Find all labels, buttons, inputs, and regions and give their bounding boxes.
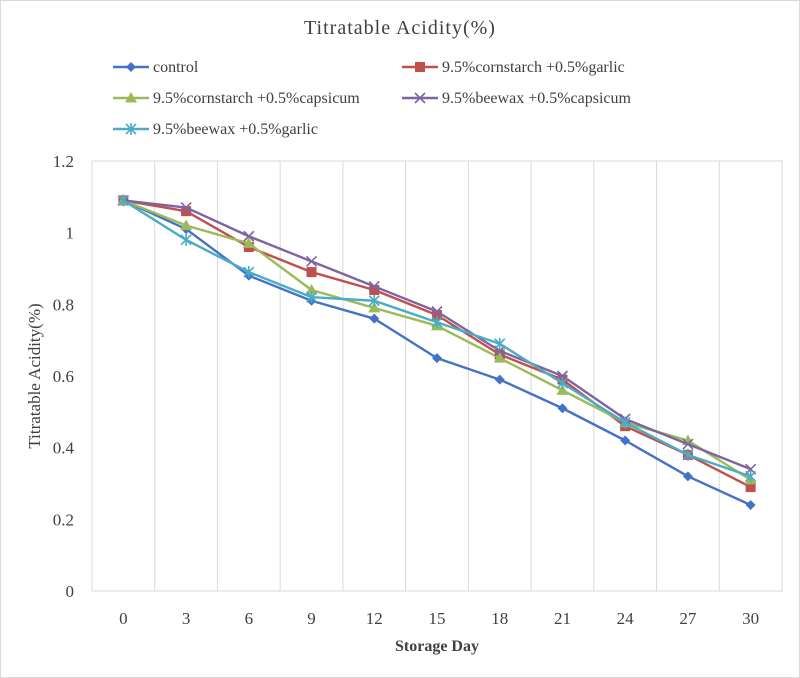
legend-label: control: [153, 59, 199, 76]
data-point: [620, 435, 631, 446]
data-point: [117, 194, 129, 207]
legend-item: 9.5%cornstarch +0.5%capsicum: [113, 90, 360, 107]
data-point: [369, 285, 380, 295]
legend-marker: [125, 123, 137, 135]
data-point: [243, 230, 255, 242]
x-tick-label: 18: [491, 609, 508, 628]
series-2: [118, 195, 756, 493]
plot-border: [91, 160, 783, 592]
data-point: [619, 416, 631, 429]
data-point: [432, 353, 442, 364]
legend-marker: [414, 92, 426, 104]
y-tick-label: 0.8: [53, 295, 74, 314]
data-point: [682, 471, 693, 482]
data-point: [305, 284, 318, 295]
data-point: [745, 482, 756, 493]
legend-label: 9.5%beewax +0.5%garlic: [153, 121, 318, 138]
data-point: [242, 237, 255, 248]
x-tick-label: 30: [742, 609, 759, 628]
x-tick-label: 21: [554, 609, 571, 628]
data-point: [745, 470, 757, 483]
data-point: [368, 301, 381, 313]
x-tick-label: 12: [366, 609, 383, 628]
data-point: [431, 316, 443, 329]
data-point: [180, 233, 192, 246]
data-point: [368, 280, 380, 292]
legend-label: 9.5%cornstarch +0.5%capsicum: [153, 90, 360, 107]
legend-item: control: [113, 59, 199, 76]
series-4: [117, 194, 757, 475]
data-point: [180, 202, 192, 214]
legend: control 9.5%cornstarch +0.5%garlic 9.5%cor…: [113, 59, 632, 138]
legend-item: 9.5%cornstarch +0.5%garlic: [402, 59, 625, 76]
x-tick-label: 15: [429, 609, 446, 628]
chart-title: Titratable Acidity(%): [304, 17, 496, 39]
data-point: [305, 291, 318, 304]
y-tick-label: 0: [66, 582, 75, 601]
x-tick-label: 24: [617, 609, 635, 628]
data-point: [431, 305, 443, 318]
x-tick-label: 9: [307, 609, 316, 628]
x-tick-label: 27: [679, 609, 697, 628]
data-point: [494, 337, 506, 350]
data-point: [432, 310, 442, 321]
data-point: [682, 438, 694, 450]
plot-area: [117, 194, 757, 510]
x-tick-label: 6: [245, 609, 254, 628]
data-point: [181, 206, 192, 217]
data-point: [180, 219, 193, 230]
gridlines: [91, 160, 783, 592]
data-point: [243, 266, 255, 279]
data-point: [494, 374, 505, 385]
legend-item: 9.5%beewax +0.5%capsicum: [402, 90, 632, 107]
x-tick-label: 0: [119, 609, 128, 628]
data-point: [369, 313, 380, 324]
data-point: [306, 267, 317, 278]
x-axis-label: Storage Day: [395, 638, 479, 655]
legend-label: 9.5%cornstarch +0.5%garlic: [442, 59, 625, 76]
legend-item: 9.5%beewax +0.5%garlic: [113, 121, 318, 138]
data-point: [682, 448, 694, 461]
y-tick-label: 0.6: [53, 367, 74, 386]
data-point: [556, 377, 569, 390]
x-axis-ticks: 0 3 6 9 12 15 18 21 24 27 30: [119, 609, 759, 628]
legend-marker: [415, 62, 425, 72]
data-point: [745, 500, 756, 510]
legend-marker: [126, 62, 136, 72]
y-axis-label: Titratable Acidity(%): [25, 303, 44, 448]
data-point: [368, 294, 380, 307]
legend-marker: [125, 92, 137, 103]
data-point: [493, 352, 506, 363]
data-point: [556, 384, 569, 395]
legend-label: 9.5%beewax +0.5%capsicum: [442, 90, 632, 107]
y-axis-ticks: 0 0.2 0.4 0.6 0.8 1 1.2: [53, 152, 75, 601]
y-tick-label: 0.4: [53, 439, 75, 458]
y-tick-label: 0.2: [53, 510, 74, 529]
data-point: [305, 255, 318, 267]
x-tick-label: 3: [182, 609, 191, 628]
y-tick-label: 1: [66, 224, 75, 243]
y-tick-label: 1.2: [53, 152, 74, 171]
data-point: [557, 403, 568, 414]
series-5: [117, 194, 757, 483]
series-1: [118, 195, 756, 510]
